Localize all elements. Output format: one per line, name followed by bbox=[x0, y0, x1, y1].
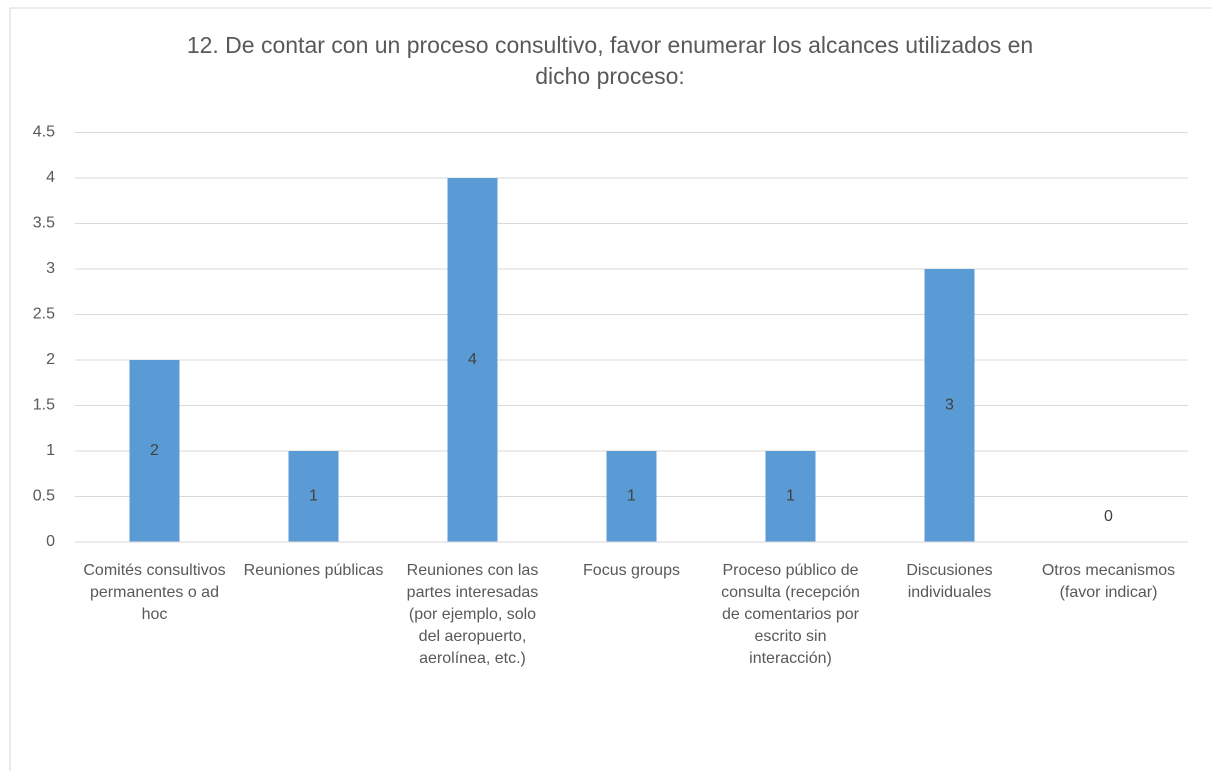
y-tick-label: 0 bbox=[46, 533, 55, 550]
y-tick-label: 3 bbox=[46, 260, 55, 277]
data-label: 1 bbox=[786, 488, 795, 505]
x-label-box: Discusiones individuales bbox=[906, 562, 993, 601]
bar bbox=[924, 269, 975, 542]
x-tick-label: Comités consultivos permanentes o ad hoc bbox=[83, 562, 226, 623]
data-label: 4 bbox=[468, 351, 477, 368]
bar bbox=[129, 360, 180, 542]
bar bbox=[765, 451, 816, 542]
y-tick-label: 2 bbox=[46, 351, 55, 368]
x-tick-label: Otros mecanismos (favor indicar) bbox=[1041, 562, 1176, 601]
x-tick-label: Reuniones con las partes interesadas (po… bbox=[406, 562, 539, 667]
bar bbox=[288, 451, 339, 542]
title-box: 12. De contar con un proceso consultivo,… bbox=[186, 32, 1034, 89]
y-tick-label: 3.5 bbox=[33, 215, 55, 232]
x-label-box: Focus groups bbox=[583, 562, 680, 579]
x-tick-label: Discusiones individuales bbox=[906, 562, 993, 601]
y-tick-label: 1.5 bbox=[33, 397, 55, 414]
bar bbox=[606, 451, 657, 542]
data-label: 3 bbox=[945, 397, 954, 414]
chart-frame bbox=[9, 7, 1212, 771]
data-label: 2 bbox=[150, 442, 159, 459]
x-tick-label: Focus groups bbox=[583, 562, 680, 579]
data-label: 1 bbox=[627, 488, 636, 505]
x-label-box: Comités consultivos permanentes o ad hoc bbox=[83, 562, 226, 623]
x-tick-label: Proceso público de consulta (recepción d… bbox=[721, 562, 860, 667]
x-label-box: Reuniones públicas bbox=[243, 562, 384, 579]
y-tick-label: 4 bbox=[46, 169, 55, 186]
x-tick-label: Reuniones públicas bbox=[243, 562, 384, 579]
x-label-box: Reuniones con las partes interesadas (po… bbox=[406, 562, 539, 667]
data-label: 1 bbox=[309, 488, 318, 505]
data-label: 0 bbox=[1104, 508, 1113, 525]
y-tick-label: 1 bbox=[46, 442, 55, 459]
chart-title: 12. De contar con un proceso consultivo,… bbox=[186, 32, 1034, 89]
x-label-box: Otros mecanismos (favor indicar) bbox=[1041, 562, 1176, 601]
y-tick-label: 2.5 bbox=[33, 306, 55, 323]
y-tick-label: 0.5 bbox=[33, 488, 55, 505]
bar bbox=[447, 178, 498, 542]
x-label-box: Proceso público de consulta (recepción d… bbox=[721, 562, 860, 667]
y-tick-label: 4.5 bbox=[33, 124, 55, 141]
